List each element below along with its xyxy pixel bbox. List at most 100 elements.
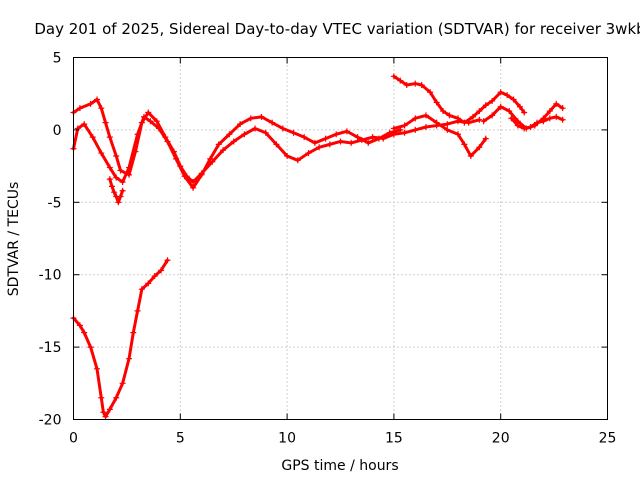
- series-track-f: [390, 112, 489, 159]
- data-point: [87, 344, 94, 351]
- data-point: [422, 112, 429, 119]
- data-point: [553, 113, 560, 120]
- data-point: [207, 155, 214, 162]
- data-point: [117, 167, 124, 174]
- data-point: [326, 141, 333, 148]
- data-point: [252, 125, 259, 132]
- series-line: [482, 102, 565, 130]
- data-point: [480, 118, 487, 125]
- y-tick-label: 0: [53, 123, 62, 139]
- data-point: [220, 147, 227, 154]
- y-tick-label: -15: [39, 340, 62, 356]
- data-point: [113, 174, 120, 181]
- data-point: [215, 141, 222, 148]
- data-point: [119, 187, 126, 194]
- data-point: [546, 108, 553, 115]
- data-point: [418, 82, 425, 89]
- data-point: [145, 109, 152, 116]
- axis-ticks: 0 5 10 15 20 25 -20 -15 -10 -5 0 5: [39, 51, 617, 447]
- data-point: [226, 131, 233, 138]
- data-point: [106, 406, 113, 413]
- data-point: [510, 96, 517, 103]
- data-point: [390, 73, 397, 80]
- data-point: [403, 82, 410, 89]
- series-track-e: [390, 73, 528, 126]
- data-point: [412, 115, 419, 122]
- data-point: [433, 99, 440, 106]
- data-point: [279, 125, 286, 132]
- data-point: [467, 152, 474, 159]
- data-point: [489, 112, 496, 119]
- data-point: [153, 118, 160, 125]
- data-point: [527, 124, 534, 131]
- data-point: [348, 139, 355, 146]
- x-tick-label: 5: [176, 431, 185, 447]
- data-point: [454, 131, 461, 138]
- data-point: [190, 184, 197, 191]
- data-series: [70, 73, 566, 420]
- x-tick-label: 20: [492, 431, 510, 447]
- data-point: [546, 115, 553, 122]
- data-point: [106, 164, 113, 171]
- data-point: [514, 122, 521, 129]
- data-point: [164, 257, 171, 264]
- data-point: [113, 394, 120, 401]
- data-point: [482, 135, 489, 142]
- data-point: [497, 89, 504, 96]
- data-point: [311, 139, 318, 146]
- data-point: [540, 118, 547, 125]
- data-point: [111, 189, 118, 196]
- data-point: [461, 141, 468, 148]
- data-point: [138, 286, 145, 293]
- y-tick-label: 5: [53, 51, 62, 67]
- data-point: [506, 108, 513, 115]
- data-point: [412, 126, 419, 133]
- data-point: [305, 150, 312, 157]
- data-point: [365, 139, 372, 146]
- data-point: [559, 105, 566, 112]
- data-point: [173, 155, 180, 162]
- plot-frame: [73, 57, 608, 420]
- data-point: [476, 144, 483, 151]
- data-point: [100, 409, 107, 416]
- data-point: [81, 121, 88, 128]
- data-point: [412, 80, 419, 87]
- data-point: [145, 280, 152, 287]
- data-point: [134, 131, 141, 138]
- data-point: [444, 126, 451, 133]
- data-point: [98, 394, 105, 401]
- data-point: [284, 152, 291, 159]
- data-point: [476, 116, 483, 123]
- x-tick-label: 0: [69, 431, 78, 447]
- data-point: [369, 134, 376, 141]
- data-point: [497, 103, 504, 110]
- x-tick-label: 25: [599, 431, 617, 447]
- data-point: [151, 273, 158, 280]
- data-point: [126, 355, 133, 362]
- data-point: [155, 125, 162, 132]
- y-tick-label: -5: [48, 195, 62, 211]
- data-point: [74, 125, 81, 132]
- data-point: [76, 105, 83, 112]
- data-point: [521, 109, 528, 116]
- data-point: [375, 135, 382, 142]
- data-point: [237, 121, 244, 128]
- data-point: [115, 199, 122, 206]
- data-point: [102, 119, 109, 126]
- data-point: [258, 113, 265, 120]
- series-track-d: [70, 257, 171, 420]
- series-line: [72, 97, 481, 184]
- data-point: [198, 171, 205, 178]
- data-point: [461, 119, 468, 126]
- data-point: [454, 115, 461, 122]
- data-point: [119, 380, 126, 387]
- data-point: [401, 129, 408, 136]
- data-point: [444, 121, 451, 128]
- data-point: [164, 138, 171, 145]
- data-point: [427, 89, 434, 96]
- data-point: [343, 128, 350, 135]
- data-point: [559, 116, 566, 123]
- data-point: [504, 92, 511, 99]
- data-point: [440, 108, 447, 115]
